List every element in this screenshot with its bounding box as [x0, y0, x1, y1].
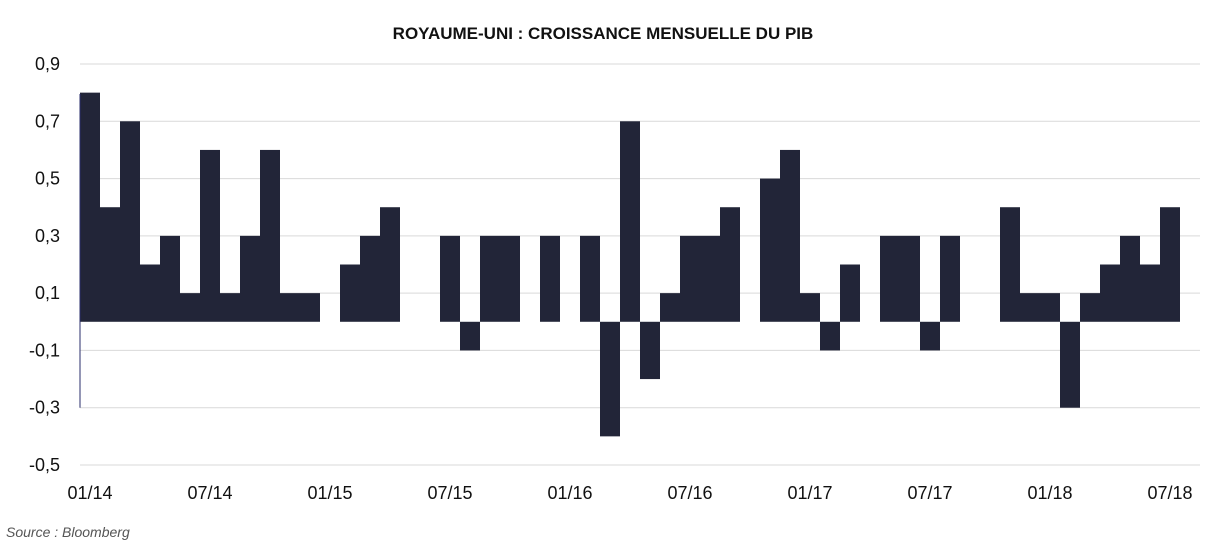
bar-07-14: [200, 149, 220, 322]
y-tick-label: -0,1: [29, 340, 60, 360]
bar-05-16: [640, 321, 660, 380]
bar-04-16: [620, 121, 640, 322]
bar-09-16: [720, 207, 740, 322]
bar-11-14: [280, 293, 300, 322]
bar-02-18: [1060, 321, 1080, 408]
y-tick-label: -0,3: [29, 398, 60, 418]
y-tick-label: 0,5: [35, 169, 60, 189]
bar-03-18: [1080, 293, 1100, 322]
bar-12-15: [540, 235, 560, 322]
y-tick-label: -0,5: [29, 455, 60, 475]
y-tick-label: 0,3: [35, 226, 60, 246]
x-tick-label: 07/14: [187, 483, 232, 503]
bar-07-16: [680, 235, 700, 322]
bar-06-16: [660, 293, 680, 322]
chart-title: ROYAUME-UNI : CROISSANCE MENSUELLE DU PI…: [393, 24, 814, 43]
x-tick-label: 07/16: [667, 483, 712, 503]
bar-06-14: [180, 293, 200, 322]
bar-05-17: [880, 235, 900, 322]
bar-10-14: [260, 149, 280, 322]
bar-04-15: [380, 207, 400, 322]
x-tick-label: 07/15: [427, 483, 472, 503]
bar-07-15: [440, 235, 460, 322]
x-tick-label: 01/18: [1027, 483, 1072, 503]
bar-08-17: [940, 235, 960, 322]
bar-12-16: [780, 149, 800, 322]
bar-09-14: [240, 235, 260, 322]
bar-07-17: [920, 321, 940, 351]
y-tick-label: 0,9: [35, 54, 60, 74]
bar-02-16: [580, 235, 600, 322]
bar-02-17: [820, 321, 840, 351]
y-tick-label: 0,7: [35, 111, 60, 131]
bar-08-15: [460, 321, 480, 351]
bar-02-14: [100, 207, 120, 322]
x-tick-labels: 01/14 07/14 01/15 07/15 01/16 07/16 01/17 07/17…: [67, 483, 1192, 503]
bar-01-18: [1040, 293, 1060, 322]
x-tick-label: 01/15: [307, 483, 352, 503]
bar-12-14: [300, 293, 320, 322]
bar-05-14: [160, 235, 180, 322]
bar-08-16: [700, 235, 720, 322]
x-tick-label: 01/14: [67, 483, 112, 503]
y-tick-label: 0,1: [35, 283, 60, 303]
bar-06-18: [1140, 264, 1160, 322]
bar-03-15: [360, 235, 380, 322]
bar-03-14: [120, 121, 140, 322]
source-note: Source : Bloomberg: [6, 524, 130, 540]
bar-11-17: [1000, 207, 1020, 322]
bar-05-18: [1120, 235, 1140, 322]
bars: [80, 92, 1180, 437]
bar-10-15: [500, 235, 520, 322]
bar-09-15: [480, 235, 500, 322]
bar-04-18: [1100, 264, 1120, 322]
x-tick-label: 01/16: [547, 483, 592, 503]
y-tick-labels: 0,9 0,7 0,5 0,3 0,1 -0,1 -0,3 -0,5: [29, 54, 60, 475]
bar-08-14: [220, 293, 240, 322]
x-tick-label: 07/18: [1147, 483, 1192, 503]
bar-12-17: [1020, 293, 1040, 322]
x-tick-label: 01/17: [787, 483, 832, 503]
x-tick-label: 07/17: [907, 483, 952, 503]
bar-11-16: [760, 178, 780, 322]
bar-07-18: [1160, 207, 1180, 322]
bar-03-16: [600, 321, 620, 437]
bar-01-14: [80, 92, 100, 322]
bar-04-14: [140, 264, 160, 322]
bar-06-17: [900, 235, 920, 322]
bar-02-15: [340, 264, 360, 322]
bar-03-17: [840, 264, 860, 322]
bar-01-17: [800, 293, 820, 322]
